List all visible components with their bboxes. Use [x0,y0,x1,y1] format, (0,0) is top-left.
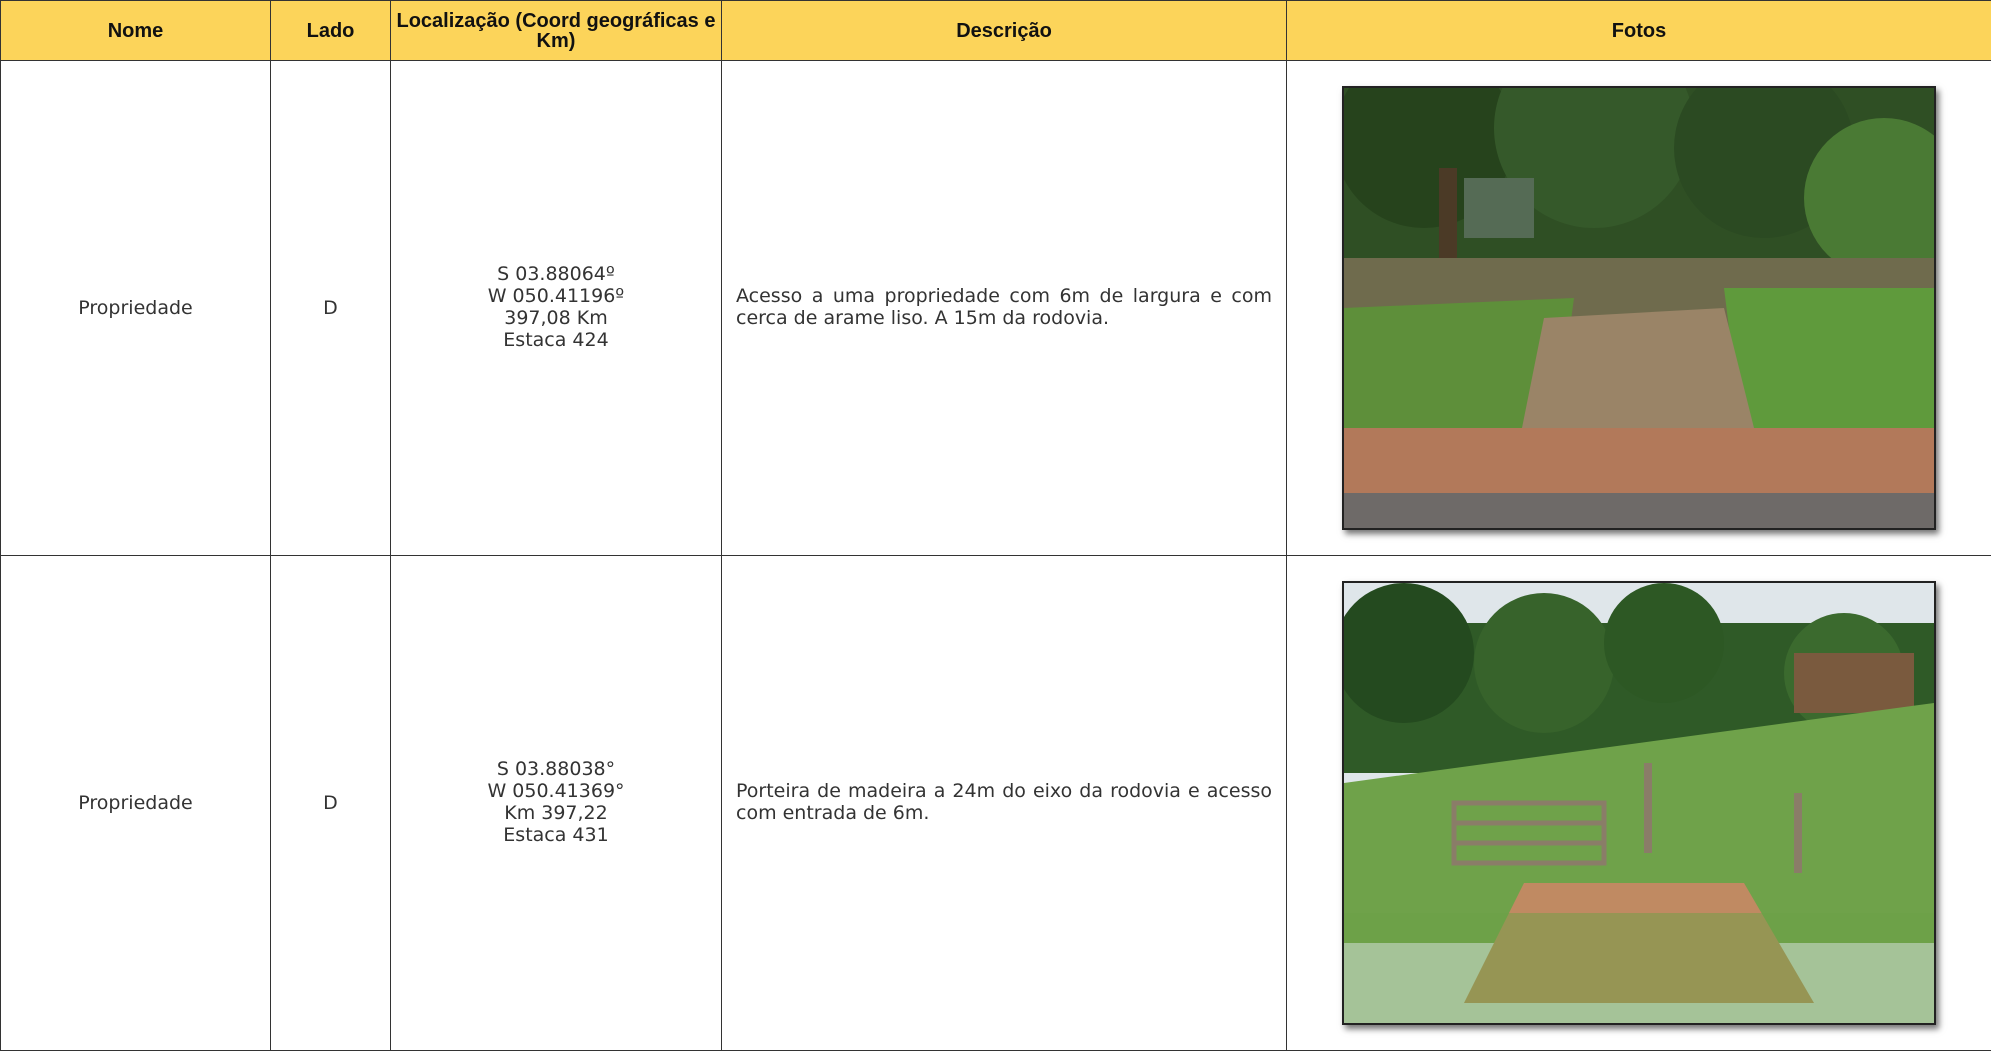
description-cell: Porteira de madeira a 24m do eixo da rod… [722,556,1287,1051]
location-line: Estaca 424 [391,330,721,352]
description-cell: Acesso a uma propriedade com 6m de largu… [722,61,1287,556]
name-cell: Propriedade [1,556,271,1051]
location-line: 397,08 Km [391,308,721,330]
side-cell: D [271,556,391,1051]
photo-cell [1287,61,1991,556]
location-line: W 050.41196º [391,286,721,308]
photo-cell [1287,556,1991,1051]
column-header: Localização (Coord geográficas e Km) [391,1,722,61]
photo [1342,581,1936,1025]
name-cell: Propriedade [1,61,271,556]
location-line: W 050.41369° [391,781,721,803]
location-line: Km 397,22 [391,803,721,825]
location-line: S 03.88064º [391,264,721,286]
location-line: Estaca 431 [391,825,721,847]
column-header: Lado [271,1,391,61]
column-header: Nome [1,1,271,61]
side-cell: D [271,61,391,556]
photo [1342,86,1936,530]
location-line: S 03.88038° [391,759,721,781]
column-header: Fotos [1287,1,1991,61]
column-header: Descrição [722,1,1287,61]
